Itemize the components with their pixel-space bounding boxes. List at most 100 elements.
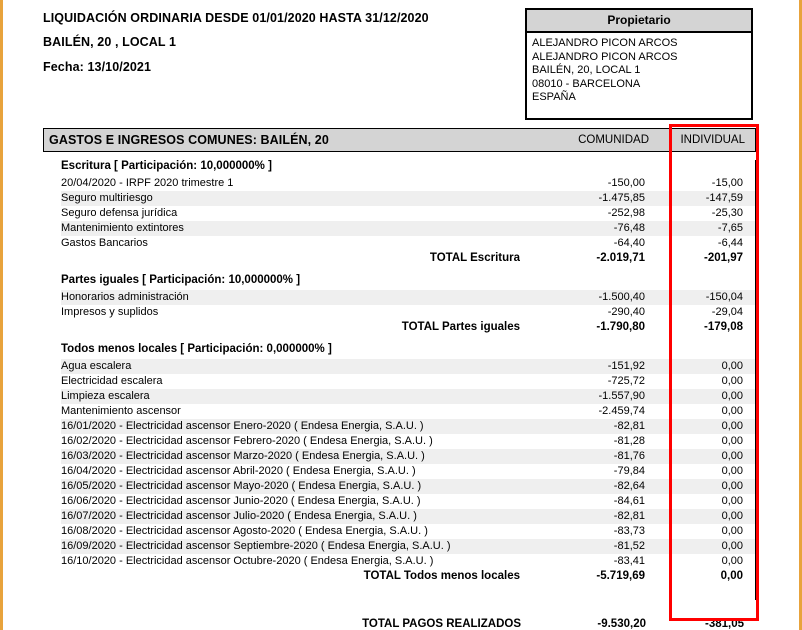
owner-box: Propietario ALEJANDRO PICON ARCOS ALEJAND… [525, 8, 753, 120]
row-comunidad-value: -81,52 [613, 540, 645, 552]
table-section: Escritura [ Participación: 10,000000% ] … [43, 160, 755, 266]
owner-box-title: Propietario [527, 10, 751, 33]
row-comunidad-value: -2.459,74 [598, 405, 645, 417]
row-comunidad-value: -81,76 [613, 450, 645, 462]
table-row: Electricidad escalera -725,72 0,00 [61, 374, 755, 389]
row-individual-value: -7,65 [717, 222, 743, 234]
table-row: 16/03/2020 - Electricidad ascensor Marzo… [61, 449, 755, 464]
row-individual-value: 0,00 [721, 405, 743, 417]
grand-total-individual: -381,05 [704, 618, 744, 630]
row-label: 20/04/2020 - IRPF 2020 trimestre 1 [61, 177, 234, 189]
table-row: TOTAL Escritura -2.019,71 -201,97 [61, 251, 755, 266]
row-label: Honorarios administración [61, 291, 189, 303]
row-individual-value: -201,97 [703, 252, 743, 264]
table-row: 20/04/2020 - IRPF 2020 trimestre 1 -150,… [61, 176, 755, 191]
row-label: TOTAL Partes iguales [401, 321, 520, 333]
row-label: Limpieza escalera [61, 390, 150, 402]
table-header-row: GASTOS E INGRESOS COMUNES: BAILÉN, 20 CO… [43, 128, 756, 152]
grand-total-row: TOTAL PAGOS REALIZADOS -9.530,20 -381,05 [61, 617, 756, 630]
row-individual-value: 0,00 [721, 450, 743, 462]
row-individual-value: -29,04 [711, 306, 743, 318]
row-comunidad-value: -2.019,71 [596, 252, 645, 264]
section-heading: Escritura [ Participación: 10,000000% ] [61, 160, 272, 172]
row-comunidad-value: -83,41 [613, 555, 645, 567]
report-title: LIQUIDACIÓN ORDINARIA DESDE 01/01/2020 H… [43, 11, 429, 25]
table-section: Todos menos locales [ Participación: 0,0… [43, 343, 755, 584]
owner-address-line: BAILÉN, 20, LOCAL 1 [532, 64, 641, 76]
owner-address-line: 08010 - BARCELONA [532, 77, 641, 90]
row-comunidad-value: -81,28 [613, 435, 645, 447]
row-individual-value: 0,00 [721, 540, 743, 552]
row-comunidad-value: -76,48 [613, 222, 645, 234]
section-heading: Todos menos locales [ Participación: 0,0… [61, 343, 332, 355]
table-row: 16/04/2020 - Electricidad ascensor Abril… [61, 464, 755, 479]
row-comunidad-value: -83,73 [613, 525, 645, 537]
row-individual-value: 0,00 [721, 525, 743, 537]
owner-address-line: ESPAÑA [532, 91, 576, 103]
report-date: Fecha: 13/10/2021 [43, 60, 152, 74]
table-row: 16/05/2020 - Electricidad ascensor Mayo-… [61, 479, 755, 494]
row-label: 16/06/2020 - Electricidad ascensor Junio… [61, 495, 421, 507]
table-row: Mantenimiento ascensor -2.459,74 0,00 [61, 404, 755, 419]
row-individual-value: 0,00 [721, 375, 743, 387]
row-individual-value: 0,00 [721, 495, 743, 507]
row-comunidad-value: -151,92 [607, 360, 645, 372]
table-row: 16/10/2020 - Electricidad ascensor Octub… [61, 554, 755, 569]
row-individual-value: -147,59 [705, 192, 743, 204]
report-titles: LIQUIDACIÓN ORDINARIA DESDE 01/01/2020 H… [43, 8, 429, 120]
row-individual-value: -25,30 [711, 207, 743, 219]
row-label: 16/05/2020 - Electricidad ascensor Mayo-… [61, 480, 422, 492]
grand-total-label: TOTAL PAGOS REALIZADOS [362, 618, 521, 630]
table-section: Partes iguales [ Participación: 10,00000… [43, 274, 755, 335]
row-comunidad-value: -84,61 [613, 495, 645, 507]
table-row: TOTAL Partes iguales -1.790,80 -179,08 [61, 320, 755, 335]
column-header-individual: INDIVIDUAL [680, 134, 745, 146]
table-row: Seguro multiriesgo -1.475,85 -147,59 [61, 191, 755, 206]
row-comunidad-value: -1.557,90 [598, 390, 645, 402]
section-rows: Agua escalera -151,92 0,00 Electricidad … [43, 359, 755, 584]
grand-total-comunidad: -9.530,20 [597, 618, 646, 630]
table-body: Escritura [ Participación: 10,000000% ] … [43, 160, 756, 600]
row-comunidad-value: -5.719,69 [596, 570, 645, 582]
owner-address: ALEJANDRO PICON ARCOS ALEJANDRO PICON ARC… [527, 33, 751, 111]
table-row: 16/02/2020 - Electricidad ascensor Febre… [61, 434, 755, 449]
table-title: GASTOS E INGRESOS COMUNES: BAILÉN, 20 [49, 133, 329, 147]
row-label: 16/10/2020 - Electricidad ascensor Octub… [61, 555, 434, 567]
row-comunidad-value: -290,40 [607, 306, 645, 318]
expenses-table: GASTOS E INGRESOS COMUNES: BAILÉN, 20 CO… [43, 128, 756, 630]
row-individual-value: 0,00 [721, 435, 743, 447]
row-individual-value: 0,00 [721, 480, 743, 492]
section-heading: Partes iguales [ Participación: 10,00000… [61, 274, 301, 286]
owner-address-line: ALEJANDRO PICON ARCOS [532, 37, 678, 49]
row-label: Electricidad escalera [61, 375, 163, 387]
table-row: Impresos y suplidos -290,40 -29,04 [61, 305, 755, 320]
report-subtitle: BAILÉN, 20 , LOCAL 1 [43, 35, 177, 49]
row-label: 16/09/2020 - Electricidad ascensor Septi… [61, 540, 451, 552]
row-label: Mantenimiento ascensor [61, 405, 181, 417]
row-comunidad-value: -725,72 [607, 375, 645, 387]
row-label: 16/07/2020 - Electricidad ascensor Julio… [61, 510, 417, 522]
row-comunidad-value: -82,81 [613, 420, 645, 432]
row-comunidad-value: -1.790,80 [596, 321, 645, 333]
row-label: Agua escalera [61, 360, 132, 372]
row-individual-value: -15,00 [711, 177, 743, 189]
row-label: Mantenimiento extintores [61, 222, 184, 234]
row-label: TOTAL Escritura [429, 252, 520, 264]
row-label: 16/08/2020 - Electricidad ascensor Agost… [61, 525, 428, 537]
row-individual-value: 0,00 [721, 510, 743, 522]
row-label: 16/02/2020 - Electricidad ascensor Febre… [61, 435, 433, 447]
section-rows: 20/04/2020 - IRPF 2020 trimestre 1 -150,… [43, 176, 755, 266]
row-comunidad-value: -64,40 [613, 237, 645, 249]
row-label: 16/03/2020 - Electricidad ascensor Marzo… [61, 450, 425, 462]
row-comunidad-value: -1.475,85 [598, 192, 645, 204]
column-header-comunidad: COMUNIDAD [578, 134, 649, 146]
table-row: 16/07/2020 - Electricidad ascensor Julio… [61, 509, 755, 524]
row-label: Seguro defensa jurídica [61, 207, 178, 219]
row-label: Impresos y suplidos [61, 306, 159, 318]
table-row: Mantenimiento extintores -76,48 -7,65 [61, 221, 755, 236]
row-label: 16/04/2020 - Electricidad ascensor Abril… [61, 465, 416, 477]
row-individual-value: 0,00 [720, 570, 743, 582]
table-row: TOTAL Todos menos locales -5.719,69 0,00 [61, 569, 755, 584]
row-comunidad-value: -1.500,40 [598, 291, 645, 303]
